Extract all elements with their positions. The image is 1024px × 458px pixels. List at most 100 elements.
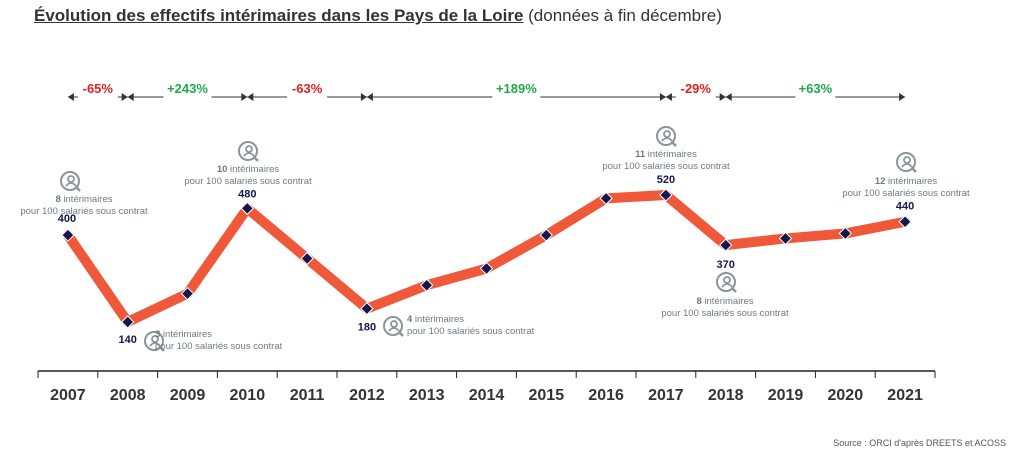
period-change-label: -63% <box>292 81 323 96</box>
data-point <box>718 238 733 252</box>
ratio-unit: intérimaires <box>885 176 937 187</box>
ratio-count: 8 <box>55 194 60 205</box>
chart-subtitle: (données à fin décembre) <box>528 6 722 25</box>
data-label: 140 <box>119 334 137 346</box>
x-tick-label: 2014 <box>469 387 505 404</box>
ratio-line-2: pour 100 salariés sous contrat <box>155 341 283 352</box>
data-point <box>360 301 374 316</box>
chart-title: Évolution des effectifs intérimaires dan… <box>34 6 722 26</box>
people-search-icon <box>144 331 165 352</box>
period-label-bg <box>675 87 716 105</box>
data-point <box>479 261 494 276</box>
data-label: 180 <box>358 322 376 334</box>
ratio-annotation: 4 intérimaires pour 100 salariés sous con… <box>407 314 535 337</box>
x-tick-label: 2009 <box>170 387 206 404</box>
period-arrow-head <box>899 93 906 101</box>
data-point <box>898 215 912 229</box>
ratio-unit: intérimaires <box>61 194 113 205</box>
data-label: 400 <box>58 213 76 225</box>
ratio-count: 12 <box>875 176 886 187</box>
data-point <box>120 315 135 329</box>
data-label: 440 <box>896 201 914 213</box>
period-arrow-head <box>665 93 672 101</box>
ratio-unit: intérimaires <box>160 329 212 340</box>
ratio-unit: intérimaires <box>412 314 464 325</box>
ratio-annotation: 8 intérimaires pour 100 salariés sous con… <box>20 194 148 217</box>
data-point <box>659 188 673 202</box>
ratio-count: 11 <box>635 149 646 160</box>
ratio-line-2: pour 100 salariés sous contrat <box>602 161 730 172</box>
x-tick-label: 2020 <box>828 387 864 404</box>
people-search-icon <box>60 171 81 192</box>
people-search-icon <box>238 141 259 162</box>
ratio-unit: intérimaires <box>702 296 754 307</box>
data-point <box>419 278 434 292</box>
people-search-icon <box>716 272 737 293</box>
period-change-label: -65% <box>83 81 114 96</box>
data-point <box>180 286 195 301</box>
ratio-line-1: 4 intérimaires <box>407 314 464 325</box>
period-arrow-head <box>719 93 726 101</box>
period-change-label: +243% <box>167 81 208 96</box>
ratio-line-1: 12 intérimaires <box>875 176 938 187</box>
ratio-line-1: 8 intérimaires <box>55 194 112 205</box>
ratio-count: 3 <box>155 329 160 340</box>
x-tick-label: 2021 <box>887 387 923 404</box>
data-point <box>599 191 613 206</box>
ratio-count: 8 <box>696 296 701 307</box>
period-arrow-head <box>659 93 666 101</box>
ratio-count: 4 <box>407 314 413 325</box>
x-tick-label: 2010 <box>230 387 266 404</box>
source-note: Source : ORCI d'après DREETS et ACOSS <box>833 438 1006 448</box>
period-arrow-head <box>67 93 74 101</box>
x-tick-label: 2015 <box>529 387 565 404</box>
data-point <box>240 201 255 216</box>
x-tick-label: 2012 <box>349 387 385 404</box>
ratio-unit: intérimaires <box>227 164 279 175</box>
x-tick-label: 2013 <box>409 387 445 404</box>
data-point <box>300 251 314 266</box>
series-line <box>62 190 911 327</box>
x-tick-label: 2017 <box>648 387 684 404</box>
ratio-count: 10 <box>217 164 228 175</box>
x-tick-label: 2018 <box>708 387 744 404</box>
period-arrow-head <box>247 93 254 101</box>
period-label-bg <box>795 87 836 105</box>
data-point <box>539 228 554 242</box>
ratio-annotation: 11 intérimaires pour 100 salariés sous co… <box>602 149 730 172</box>
period-arrow-head <box>366 93 373 101</box>
ratio-line-2: pour 100 salariés sous contrat <box>407 326 535 337</box>
period-arrow-head <box>241 93 248 101</box>
x-tick-label: 2019 <box>768 387 804 404</box>
data-label: 520 <box>657 174 675 186</box>
people-search-icon <box>656 126 677 147</box>
ratio-line-2: pour 100 salariés sous contrat <box>20 206 148 217</box>
period-arrow-head <box>127 93 134 101</box>
x-tick-label: 2008 <box>110 387 146 404</box>
people-search-icon <box>896 152 917 173</box>
period-label-bg <box>287 87 328 105</box>
ratio-annotation: 8 intérimaires pour 100 salariés sous con… <box>661 296 789 319</box>
chart-title-main: Évolution des effectifs intérimaires dan… <box>34 6 524 25</box>
x-tick-label: 2016 <box>588 387 624 404</box>
ratio-line-1: 3 intérimaires <box>155 329 212 340</box>
period-label-bg <box>492 87 541 105</box>
data-point <box>838 226 853 241</box>
period-label-bg <box>77 87 118 105</box>
data-label: 370 <box>717 259 735 271</box>
data-label: 480 <box>238 188 256 200</box>
period-arrow-head <box>360 93 367 101</box>
ratio-line-1: 11 intérimaires <box>635 149 697 160</box>
people-search-icon <box>383 316 404 337</box>
period-change-label: -29% <box>681 81 712 96</box>
data-point <box>61 228 75 242</box>
ratio-line-1: 10 intérimaires <box>217 164 280 175</box>
data-point <box>778 231 793 246</box>
period-arrow-head <box>725 93 732 101</box>
x-tick-label: 2011 <box>290 387 325 404</box>
ratio-line-2: pour 100 salariés sous contrat <box>184 176 312 187</box>
ratio-unit: intérimaires <box>645 149 697 160</box>
ratio-annotation: 12 intérimaires pour 100 salariés sous co… <box>842 176 970 199</box>
period-change-label: +189% <box>496 81 537 96</box>
